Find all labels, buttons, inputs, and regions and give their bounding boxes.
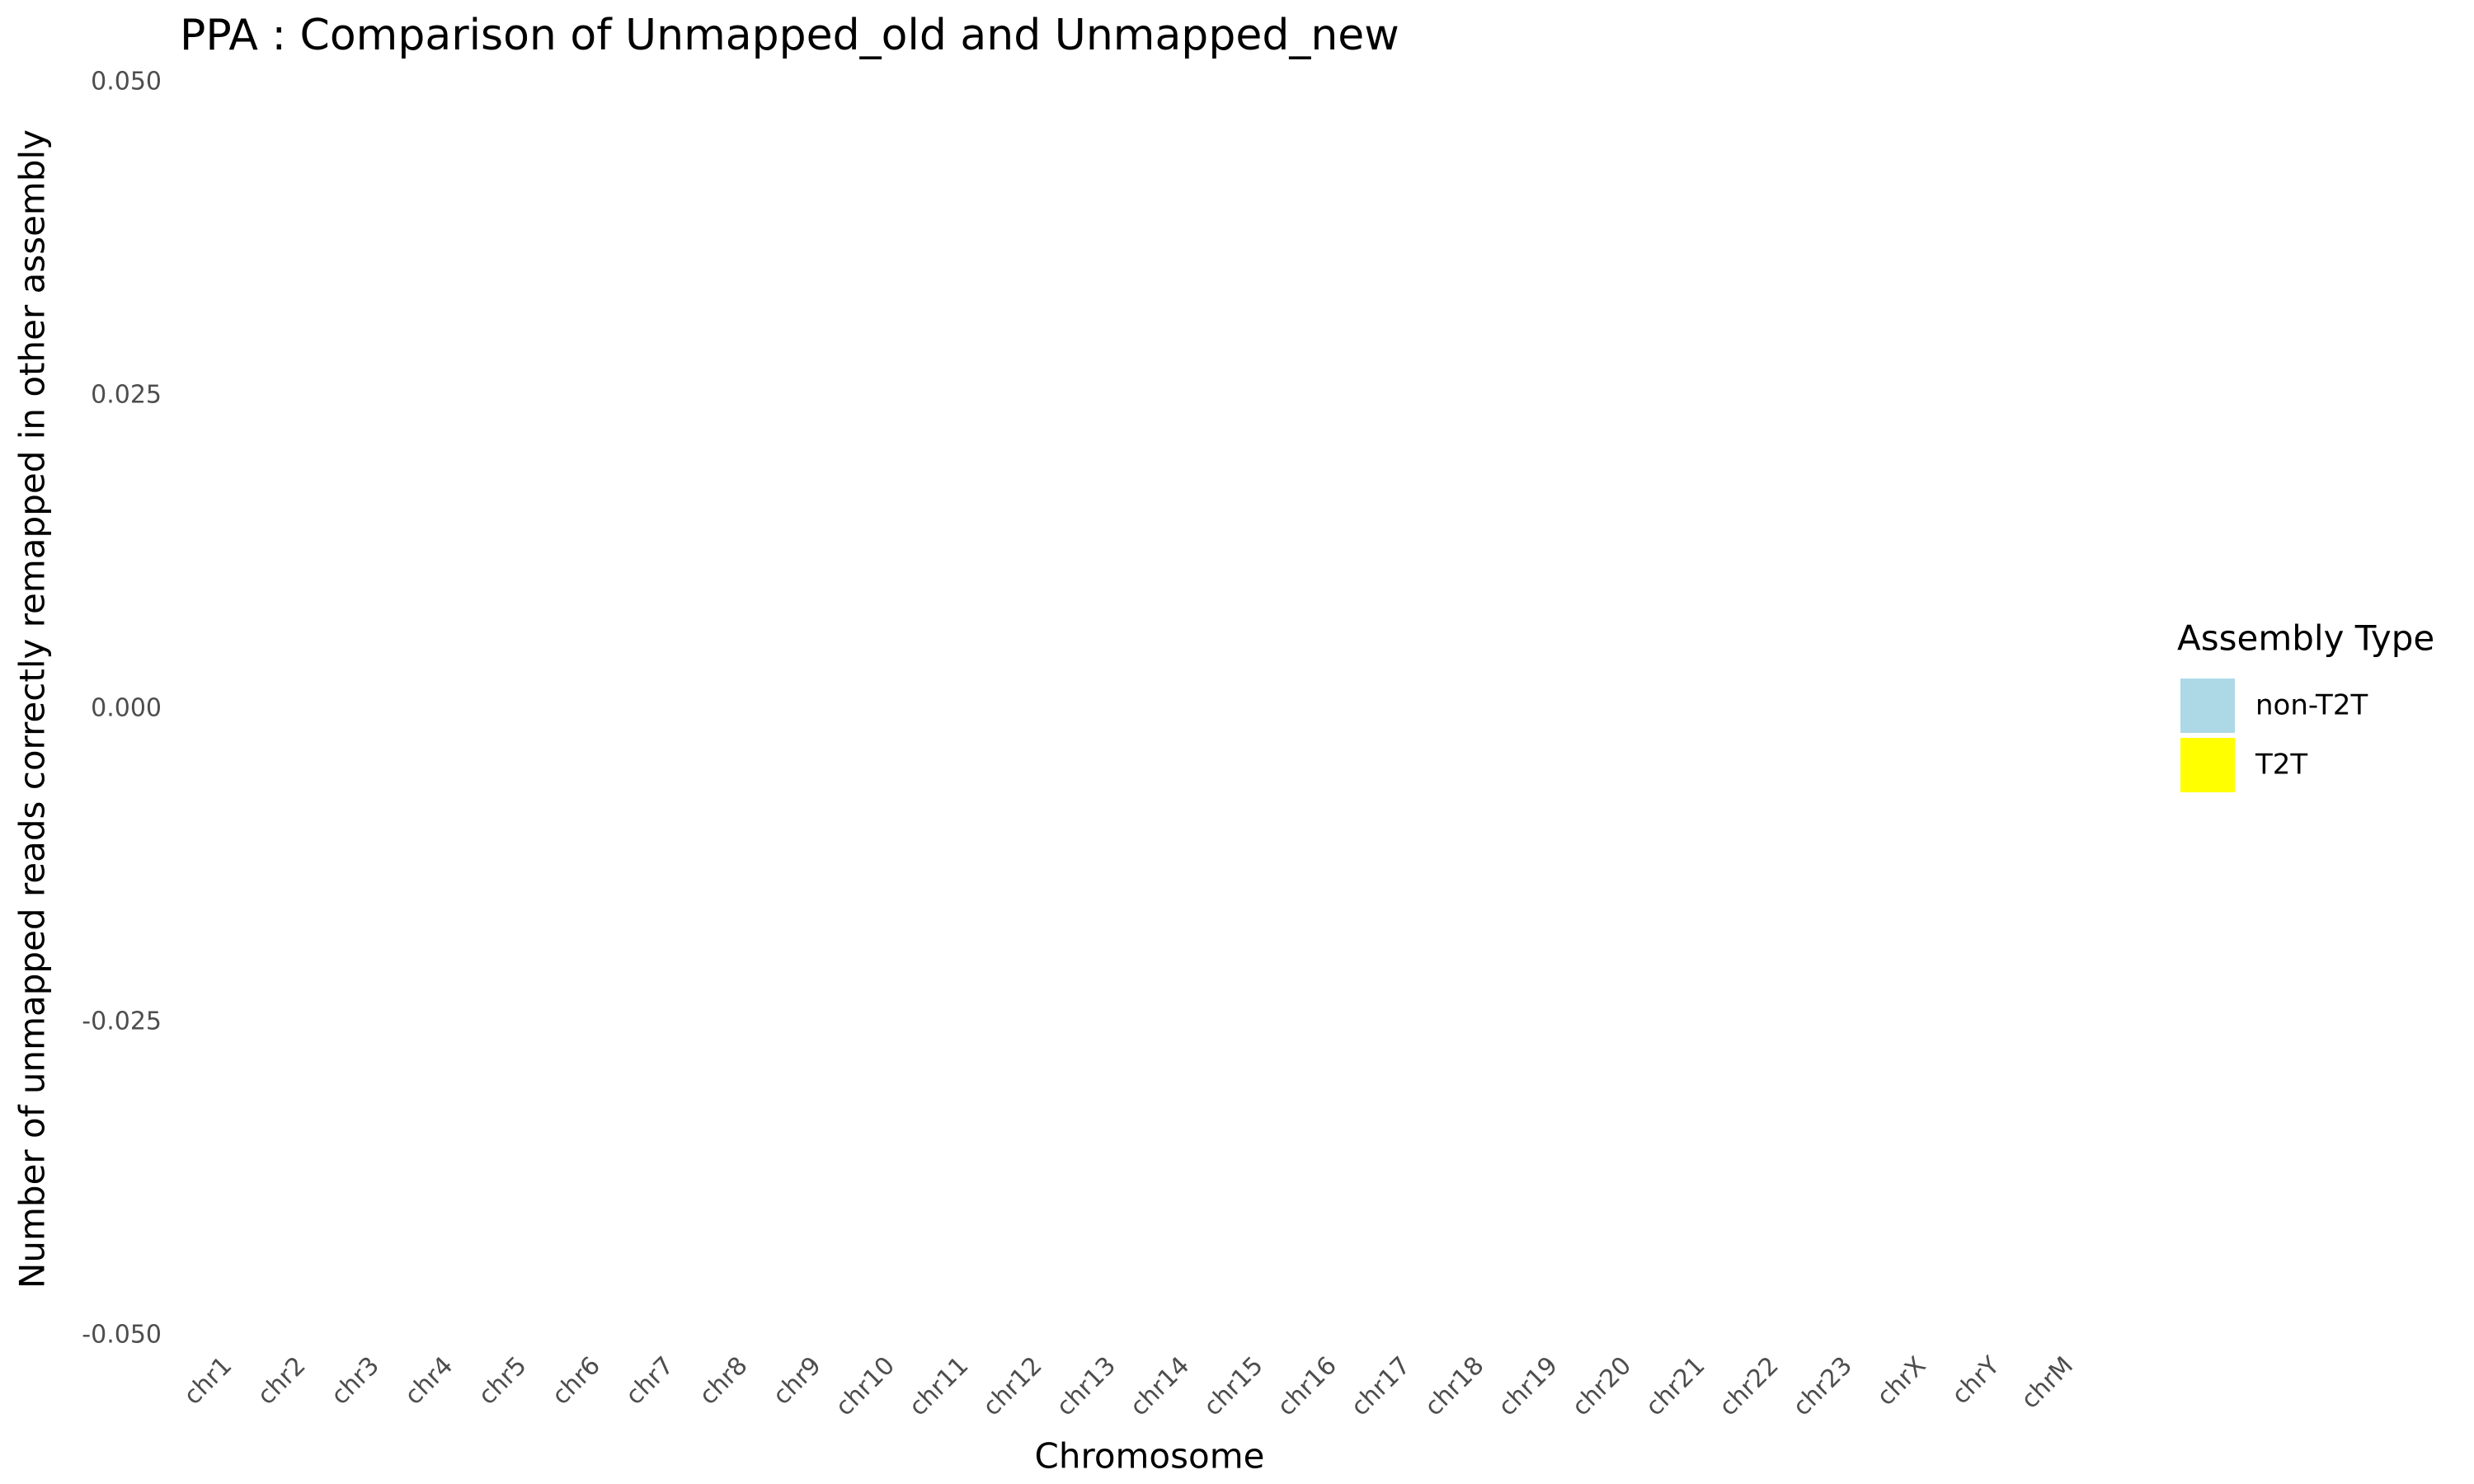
x-tick-label: chr16 — [1272, 1351, 1343, 1422]
x-tick-label: chr3 — [326, 1351, 385, 1411]
legend-title: Assembly Type — [2177, 618, 2434, 659]
x-tick-label: chr23 — [1788, 1351, 1859, 1422]
y-tick-label: -0.050 — [82, 1321, 162, 1350]
y-tick-label: -0.025 — [82, 1007, 162, 1036]
x-axis-title: Chromosome — [1035, 1436, 1265, 1477]
legend-label: non-T2T — [2255, 689, 2368, 722]
x-tick-label: chr9 — [768, 1351, 827, 1411]
x-tick-label: chr10 — [830, 1351, 901, 1422]
y-axis-title: Number of unmapped reads correctly remap… — [12, 129, 53, 1289]
x-tick-label: chr13 — [1051, 1351, 1122, 1422]
chart-title: PPA : Comparison of Unmapped_old and Unm… — [180, 11, 1399, 60]
x-tick-label: chr12 — [977, 1351, 1048, 1422]
x-tick-label: chr20 — [1567, 1351, 1638, 1422]
x-tick-label: chr8 — [694, 1351, 753, 1411]
x-tick-label: chr4 — [399, 1351, 459, 1411]
x-tick-label: chr15 — [1198, 1351, 1269, 1422]
x-tick-label: chr2 — [252, 1351, 312, 1411]
legend-swatch — [2180, 738, 2235, 792]
y-tick-label: 0.050 — [91, 68, 162, 96]
x-tick-label: chr6 — [547, 1351, 606, 1411]
x-tick-label: chr5 — [473, 1351, 532, 1411]
x-tick-label: chr22 — [1714, 1351, 1785, 1422]
x-tick-label: chr7 — [620, 1351, 680, 1411]
x-tick-label: chr21 — [1640, 1351, 1711, 1422]
x-tick-label: chr17 — [1346, 1351, 1417, 1422]
legend-label: T2T — [2255, 749, 2307, 782]
legend-swatch — [2180, 679, 2235, 733]
x-tick-label: chr1 — [178, 1351, 238, 1411]
x-tick-label: chr18 — [1419, 1351, 1490, 1422]
x-tick-label: chr19 — [1493, 1351, 1564, 1422]
y-tick-label: 0.000 — [91, 694, 162, 723]
x-tick-label: chr14 — [1125, 1351, 1196, 1422]
x-tick-label: chrX — [1871, 1351, 1931, 1411]
x-tick-label: chr11 — [904, 1351, 975, 1422]
x-tick-label: chrM — [2015, 1351, 2079, 1415]
y-tick-label: 0.025 — [91, 381, 162, 410]
x-tick-label: chrY — [1946, 1350, 2006, 1410]
